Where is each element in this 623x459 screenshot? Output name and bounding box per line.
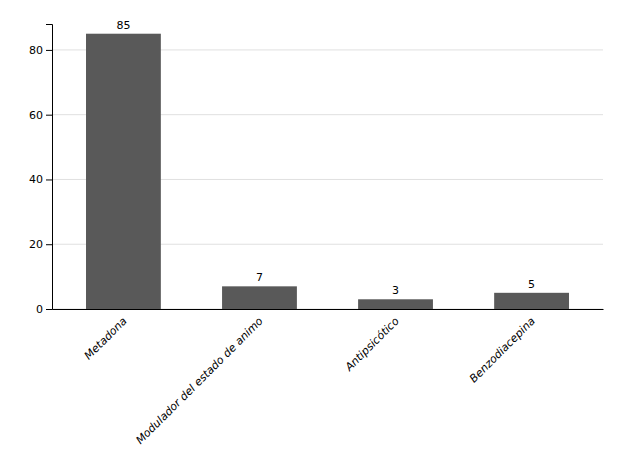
tick-label: Antipsicótico <box>342 314 402 374</box>
tick: 40 <box>29 173 52 186</box>
tick-label: 0 <box>36 303 43 316</box>
tick: Antipsicótico <box>342 314 402 374</box>
tick-label: Modulador del estado de animo <box>133 314 266 447</box>
chart: 0 20 40 60 80 MetadonaModulador del estado de… <box>0 0 623 459</box>
data-label: 85 <box>116 19 130 32</box>
tick: 0 <box>36 303 52 316</box>
data-label: 3 <box>392 284 399 297</box>
tick: Benzodiacepina <box>467 314 538 385</box>
chart-container: 0 20 40 60 80 MetadonaModulador del estado de… <box>0 0 623 459</box>
tick: Metadona <box>82 314 130 362</box>
axis-line <box>53 309 604 310</box>
tick-mark <box>46 309 52 310</box>
plot-area: 0 20 40 60 80 MetadonaModulador del estado de… <box>29 19 604 447</box>
bars <box>86 34 569 309</box>
x-axis: MetadonaModulador del estado de animo Ant… <box>53 310 604 447</box>
axis-line <box>46 25 53 310</box>
tick-label: 40 <box>29 173 43 186</box>
tick-mark <box>46 115 52 116</box>
tick-label: 80 <box>29 44 43 57</box>
data-labels: 85 7 3 5 <box>116 19 535 298</box>
tick-label: Benzodiacepina <box>467 314 538 385</box>
tick-label: 20 <box>29 238 43 251</box>
tick: 60 <box>29 109 52 122</box>
tick: 20 <box>29 238 52 251</box>
bar <box>358 299 433 309</box>
y-axis: 0 20 40 60 80 <box>29 25 53 317</box>
tick-label: Metadona <box>82 314 130 362</box>
bar <box>494 293 569 309</box>
bar <box>86 34 161 309</box>
tick-mark <box>46 50 52 51</box>
tick: Modulador del estado de animo <box>133 314 266 447</box>
data-label: 7 <box>256 271 263 284</box>
tick-label: 60 <box>29 109 43 122</box>
bar <box>222 286 297 309</box>
tick-mark <box>46 244 52 245</box>
tick: 80 <box>29 44 52 57</box>
tick-mark <box>46 179 52 180</box>
data-label: 5 <box>528 278 535 291</box>
